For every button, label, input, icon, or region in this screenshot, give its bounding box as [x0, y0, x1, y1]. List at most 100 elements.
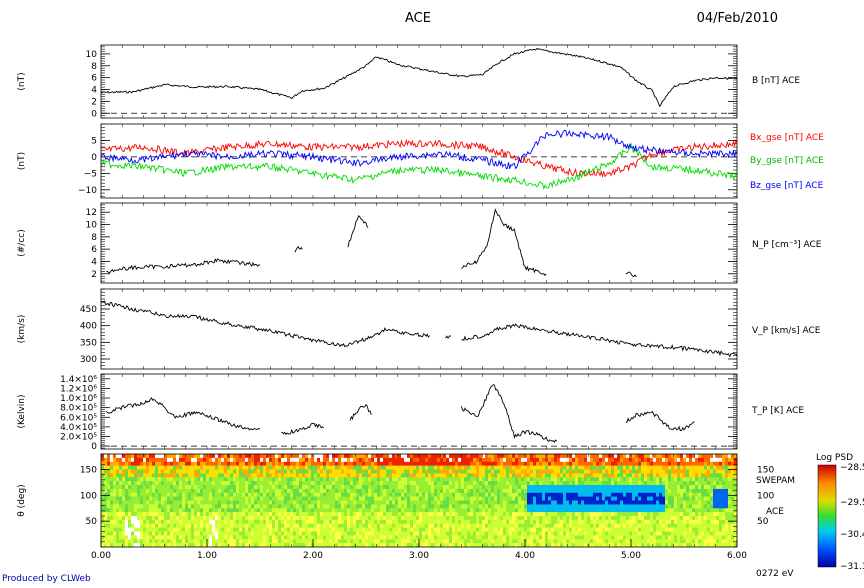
- spectrogram-cell: [461, 524, 464, 528]
- spectrogram-cell: [641, 528, 644, 532]
- spectrogram-cell: [434, 462, 437, 466]
- spectrogram-cell: [461, 528, 464, 532]
- spectrogram-cell: [443, 508, 446, 512]
- spectrogram-cell: [251, 508, 254, 512]
- spectrogram-cell: [434, 504, 437, 508]
- spectrogram-cell: [164, 501, 167, 505]
- spectrogram-cell: [632, 512, 635, 516]
- spectrogram-cell: [140, 504, 143, 508]
- spectrogram-cell: [320, 454, 323, 458]
- spectrogram-cell: [485, 524, 488, 528]
- spectrogram-cell: [653, 485, 656, 489]
- spectrogram-cell: [536, 458, 539, 462]
- spectrogram-cell: [449, 524, 452, 528]
- spectrogram-cell: [365, 454, 368, 458]
- spectrogram-cell: [563, 535, 566, 539]
- spectrogram-cell: [281, 497, 284, 501]
- spectrogram-cell: [137, 532, 140, 536]
- spectrogram-cell: [398, 470, 401, 474]
- spectrogram-cell: [290, 508, 293, 512]
- spectrogram-cell: [491, 524, 494, 528]
- spectrogram-cell: [665, 508, 668, 512]
- spectrogram-cell: [380, 473, 383, 477]
- spectrogram-cell: [434, 539, 437, 543]
- spectrogram-cell: [353, 489, 356, 493]
- spectrogram-cell: [593, 504, 596, 508]
- spectrogram-cell: [167, 539, 170, 543]
- spectrogram-cell: [593, 501, 596, 505]
- spectrogram-cell: [335, 516, 338, 520]
- spectrogram-cell: [119, 516, 122, 520]
- spectrogram-cell: [614, 508, 617, 512]
- spectrogram-cell: [200, 535, 203, 539]
- spectrogram-cell: [461, 535, 464, 539]
- spectrogram-cell: [224, 458, 227, 462]
- spectrogram-cell: [374, 504, 377, 508]
- spectrogram-cell: [611, 485, 614, 489]
- spectrogram-cell: [491, 535, 494, 539]
- spectrogram-cell: [317, 454, 320, 458]
- spectrogram-cell: [173, 508, 176, 512]
- spectrogram-cell: [659, 462, 662, 466]
- y-axis-label: (nT): [17, 152, 27, 170]
- spectrogram-cell: [554, 458, 557, 462]
- spectrogram-cell: [281, 508, 284, 512]
- spectrogram-cell: [125, 528, 128, 532]
- spectrogram-cell: [281, 481, 284, 485]
- spectrogram-cell: [215, 512, 218, 516]
- spectrogram-cell: [110, 458, 113, 462]
- spectrogram-cell: [587, 528, 590, 532]
- spectrogram-cell: [149, 493, 152, 497]
- spectrogram-cell: [137, 516, 140, 520]
- spectrogram-cell: [101, 516, 104, 520]
- spectrogram-cell: [185, 466, 188, 470]
- spectrogram-cell: [317, 512, 320, 516]
- spectrogram-cell: [320, 535, 323, 539]
- spectrogram-cell: [422, 504, 425, 508]
- spectrogram-cell: [377, 489, 380, 493]
- spectrogram-cell: [566, 470, 569, 474]
- spectrogram-cell: [632, 470, 635, 474]
- spectrogram-cell: [293, 473, 296, 477]
- spectrogram-cell: [587, 466, 590, 470]
- spectrogram-cell: [113, 477, 116, 481]
- spectrogram-cell: [167, 473, 170, 477]
- spectrogram-cell: [188, 535, 191, 539]
- spectrogram-cell: [575, 473, 578, 477]
- spectrogram-cell: [446, 532, 449, 536]
- spectrogram-cell: [434, 458, 437, 462]
- spectrogram-cell: [374, 473, 377, 477]
- spectrogram-cell: [593, 477, 596, 481]
- spectrogram-cell: [275, 535, 278, 539]
- spectrogram-cell: [599, 508, 602, 512]
- spectrogram-cell: [611, 470, 614, 474]
- spectrogram-cell: [425, 470, 428, 474]
- spectrogram-cell: [251, 504, 254, 508]
- spectrogram-cell: [377, 535, 380, 539]
- spectrogram-cell: [482, 497, 485, 501]
- spectrogram-cell: [338, 504, 341, 508]
- spectrogram-cell: [539, 470, 542, 474]
- spectrogram-cell: [314, 489, 317, 493]
- spectrogram-cell: [137, 524, 140, 528]
- spectrogram-cell: [209, 454, 212, 458]
- spectrogram-cell: [149, 501, 152, 505]
- spectrogram-cell: [440, 520, 443, 524]
- spectrogram-cell: [146, 516, 149, 520]
- spectrogram-cell: [191, 512, 194, 516]
- spectrogram-cell: [287, 520, 290, 524]
- spectrogram-cell: [566, 473, 569, 477]
- spectrogram-cell: [233, 516, 236, 520]
- spectrogram-cell: [167, 470, 170, 474]
- spectrogram-cell: [575, 501, 578, 505]
- spectrogram-cell: [434, 473, 437, 477]
- spectrogram-cell: [575, 454, 578, 458]
- spectrogram-cell: [458, 477, 461, 481]
- spectrogram-cell: [290, 501, 293, 505]
- spectrogram-cell: [218, 477, 221, 481]
- spectrogram-cell: [431, 454, 434, 458]
- spectrogram-cell: [317, 516, 320, 520]
- spectrogram-cell: [671, 473, 674, 477]
- spectrogram-cell: [623, 524, 626, 528]
- spectrogram-cell: [551, 516, 554, 520]
